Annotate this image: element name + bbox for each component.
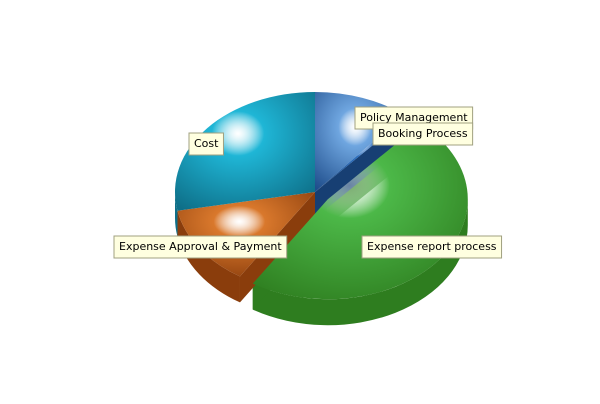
slice-label-text: Cost <box>194 137 219 150</box>
slice-label-box <box>188 132 224 156</box>
slice-label-text: Expense Approval & Payment <box>119 240 282 253</box>
slice-label-box <box>361 235 503 259</box>
slice-label-text: Expense report process <box>367 240 497 253</box>
slice-label-expense-report-process: Expense report process <box>361 235 503 259</box>
slice-label-text: Booking Process <box>378 127 468 140</box>
pie-side-expense-approval-payment <box>177 210 240 303</box>
pie-side-cost <box>175 192 178 237</box>
pie-slice-cost <box>174 92 315 211</box>
slice-label-booking-process: Booking Process <box>372 122 474 146</box>
pie-side-expense-report-process <box>252 199 468 326</box>
slice-label-box <box>372 122 474 146</box>
slice-label-expense-approval-payment: Expense Approval & Payment <box>113 235 288 259</box>
slice-label-box <box>113 235 288 259</box>
slice-label-cost: Cost <box>188 132 224 156</box>
pie-labels: Policy Management Booking Process Expense … <box>113 106 503 259</box>
slice-label-text: Policy Management <box>360 111 468 124</box>
